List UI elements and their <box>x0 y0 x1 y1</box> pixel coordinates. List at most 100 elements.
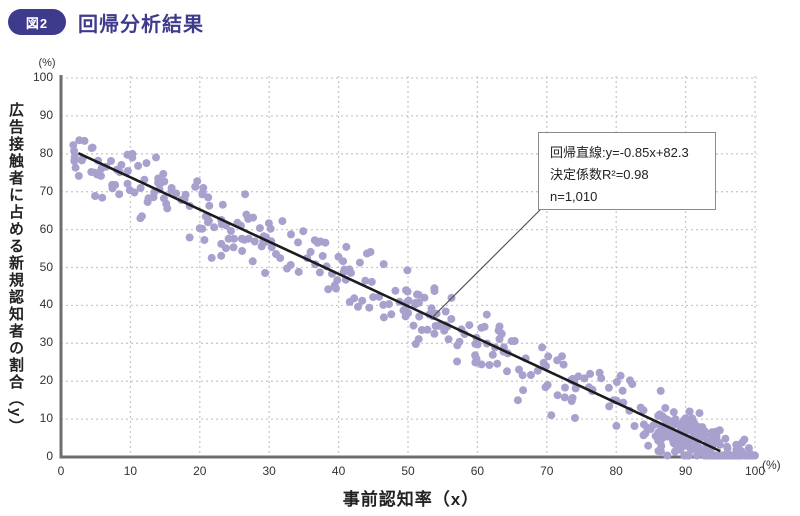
data-point <box>401 312 410 321</box>
y-tick-label: 90 <box>39 107 53 122</box>
data-point <box>87 144 96 152</box>
data-point <box>427 304 436 313</box>
data-point <box>294 267 303 276</box>
data-point <box>586 369 595 378</box>
data-point <box>409 321 418 330</box>
data-point <box>654 428 663 437</box>
data-point <box>411 298 420 307</box>
x-tick-label: 20 <box>193 464 207 478</box>
data-point <box>721 434 730 443</box>
data-point <box>77 156 86 165</box>
data-point <box>207 253 216 262</box>
data-point <box>367 277 376 286</box>
data-point <box>195 224 204 233</box>
data-point <box>538 343 547 352</box>
data-point <box>379 260 388 269</box>
y-tick-label: 40 <box>39 297 53 312</box>
data-point <box>172 189 181 198</box>
data-point <box>278 217 287 226</box>
data-point <box>136 184 145 192</box>
x-tick-label: 0 <box>57 464 65 478</box>
data-point <box>391 286 400 295</box>
y-tick-label: 70 <box>39 183 53 198</box>
data-point <box>318 252 327 260</box>
data-point <box>387 310 396 319</box>
data-point <box>90 168 99 177</box>
data-point <box>404 296 413 305</box>
data-point <box>230 234 238 243</box>
data-point <box>107 157 115 165</box>
data-point <box>130 188 139 197</box>
data-point <box>355 258 364 267</box>
x-tick-label: 50 <box>401 464 415 478</box>
data-point <box>411 340 420 348</box>
data-point <box>181 190 190 199</box>
y-tick-label: 0 <box>46 449 53 463</box>
data-point <box>612 421 621 430</box>
data-point <box>379 313 388 322</box>
y-tick-label: 50 <box>39 259 53 274</box>
data-point <box>477 360 486 369</box>
data-point <box>413 290 421 299</box>
data-point <box>229 243 238 252</box>
data-point <box>134 161 143 170</box>
data-point <box>663 451 672 460</box>
data-point <box>200 236 209 244</box>
data-point <box>692 451 701 460</box>
data-point <box>473 340 482 349</box>
data-point <box>163 204 172 213</box>
data-point <box>561 383 569 392</box>
x-tick-label: 90 <box>678 464 693 478</box>
data-point <box>345 265 354 274</box>
data-point <box>669 408 678 417</box>
x-tick-label: 10 <box>123 464 138 478</box>
data-point <box>574 372 583 381</box>
data-point <box>415 312 424 321</box>
data-point <box>636 403 645 412</box>
data-point <box>544 352 553 361</box>
data-point <box>430 329 439 338</box>
data-point <box>618 386 627 395</box>
data-point <box>553 391 562 400</box>
data-point <box>682 451 691 460</box>
data-point <box>334 252 343 261</box>
data-point <box>488 350 497 359</box>
data-point <box>71 163 80 172</box>
data-point <box>264 219 273 228</box>
x-tick-label: 70 <box>540 464 554 478</box>
data-point <box>152 153 160 162</box>
y-tick-label: 10 <box>39 411 53 426</box>
data-point <box>379 300 388 309</box>
data-point <box>227 227 235 235</box>
data-point <box>123 179 132 188</box>
regression-annotation-box: 回帰直線:y=-0.85x+82.3 決定係数R²=0.98 n=1,010 <box>538 132 716 210</box>
x-tick-label: 100 <box>744 464 766 478</box>
data-point <box>198 188 207 197</box>
annotation-r-squared: 決定係数R²=0.98 <box>550 167 649 182</box>
data-point <box>210 223 219 232</box>
x-tick-label: 30 <box>262 464 276 478</box>
data-point <box>485 361 494 369</box>
data-point <box>123 167 132 175</box>
data-point <box>507 337 516 346</box>
data-point <box>191 182 200 191</box>
data-point <box>218 200 227 209</box>
data-point <box>217 251 226 260</box>
data-point <box>471 358 480 367</box>
y-axis-title: 広告接触者に占める新規認知者の割合（y） <box>7 102 24 436</box>
data-point <box>558 352 566 361</box>
data-point <box>541 383 550 392</box>
regression-line <box>77 151 721 453</box>
data-point <box>420 293 429 302</box>
data-point <box>403 266 412 275</box>
figure-number-badge: 図2 <box>8 9 66 35</box>
data-point <box>299 227 308 236</box>
data-point <box>679 440 687 449</box>
data-point <box>723 451 732 460</box>
x-axis-title: 事前認知率（x） <box>342 490 480 509</box>
data-point <box>115 190 124 199</box>
data-point <box>255 224 264 233</box>
data-point <box>358 296 367 305</box>
data-point <box>261 269 270 277</box>
